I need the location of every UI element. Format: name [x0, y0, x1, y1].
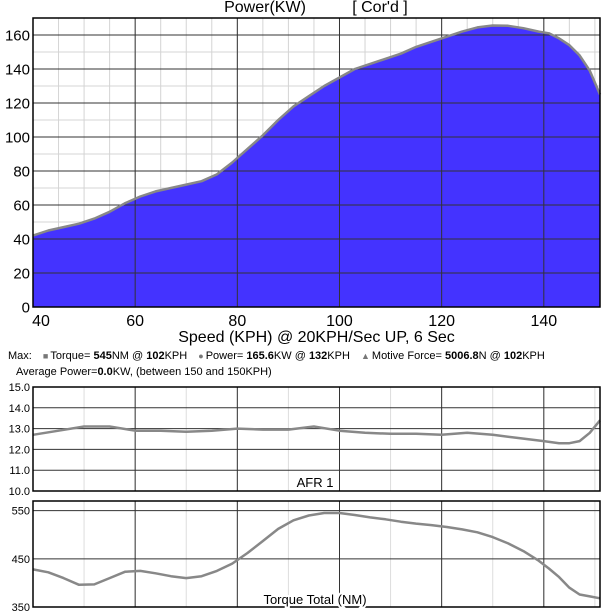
x-tick-label: 120	[428, 313, 455, 330]
y-tick-label: 120	[5, 95, 30, 112]
y-tick-label: 550	[12, 506, 30, 518]
y-tick-label: 11.0	[9, 465, 30, 477]
x-tick-label: 40	[32, 313, 50, 330]
torque-max-value: 545	[93, 350, 112, 362]
panel-label-3: Torque Total (NM)	[263, 592, 366, 607]
y-tick-label: 40	[13, 231, 30, 248]
average-power-label: Average Power=	[16, 366, 98, 378]
series-line-1	[32, 24, 602, 237]
average-power-range: KW, (between 150 and 150KPH)	[112, 366, 272, 378]
y-tick-label: 60	[13, 197, 30, 214]
power-max-value: 165.6	[246, 350, 274, 362]
torque-speed-unit: KPH	[164, 350, 188, 362]
y-tick-label: 0	[22, 299, 30, 316]
max-summary: Max: ■ Torque= 545NM @ 102KPH ● Power= 165…	[8, 348, 612, 380]
y-tick-label: 10.0	[9, 486, 30, 498]
plot-frame-2	[32, 386, 601, 492]
force-max-value: 5006.8	[444, 350, 479, 362]
max-label: Max:	[8, 350, 32, 362]
y-tick-label: 140	[5, 61, 30, 78]
torque-unit: NM @	[111, 350, 144, 362]
y-tick-label: 450	[12, 554, 30, 566]
y-tick-label: 100	[5, 129, 30, 146]
force-unit: N @	[478, 350, 501, 362]
x-tick-label: 100	[326, 313, 353, 330]
force-label: Motive Force=	[371, 350, 442, 362]
plot-frame-3	[32, 500, 601, 608]
force-speed-unit: KPH	[522, 350, 545, 362]
y-tick-label: 13.0	[9, 424, 30, 436]
series-line-3	[32, 511, 601, 600]
average-power-value: 0.0	[97, 366, 113, 378]
power-unit: KW @	[273, 350, 306, 362]
force-max-speed: 102	[503, 350, 523, 362]
max-summary-row: Max: ■ Torque= 545NM @ 102KPH ● Power= 165…	[8, 348, 612, 364]
power-max-speed: 132	[308, 350, 328, 362]
torque-label: Torque=	[50, 350, 91, 362]
y-tick-label: 80	[13, 163, 30, 180]
y-tick-label: 20	[13, 265, 30, 282]
plot-frame-1	[32, 17, 601, 308]
y-tick-label: 14.0	[9, 403, 30, 415]
y-tick-label: 350	[12, 602, 30, 614]
force-marker-icon: ▲	[360, 351, 370, 361]
y-tick-label: 15.0	[9, 382, 30, 394]
panel-label-2: AFR 1	[297, 475, 334, 490]
power-label: Power=	[205, 350, 244, 362]
x-axis-label: Speed (KPH) @ 20KPH/Sec UP, 6 Sec	[178, 329, 455, 346]
power-marker-icon: ●	[198, 351, 204, 361]
chart-title-tag: [ Cor'd ]	[352, 0, 408, 16]
power-speed-unit: KPH	[327, 350, 350, 362]
series-line-2	[32, 419, 601, 445]
plot-area-3	[33, 501, 600, 607]
x-tick-label: 140	[530, 313, 557, 330]
power-area-fill	[33, 25, 600, 307]
chart-title: Power(KW)	[224, 0, 306, 16]
torque-marker-icon: ■	[42, 351, 49, 361]
x-tick-label: 80	[228, 313, 246, 330]
y-tick-label: 160	[5, 27, 30, 44]
y-tick-label: 12.0	[9, 444, 30, 456]
average-power-row: Average Power=0.0KW, (between 150 and 15…	[8, 364, 612, 380]
x-tick-label: 60	[126, 313, 144, 330]
torque-max-speed: 102	[146, 350, 165, 362]
plot-area-2	[33, 387, 600, 491]
